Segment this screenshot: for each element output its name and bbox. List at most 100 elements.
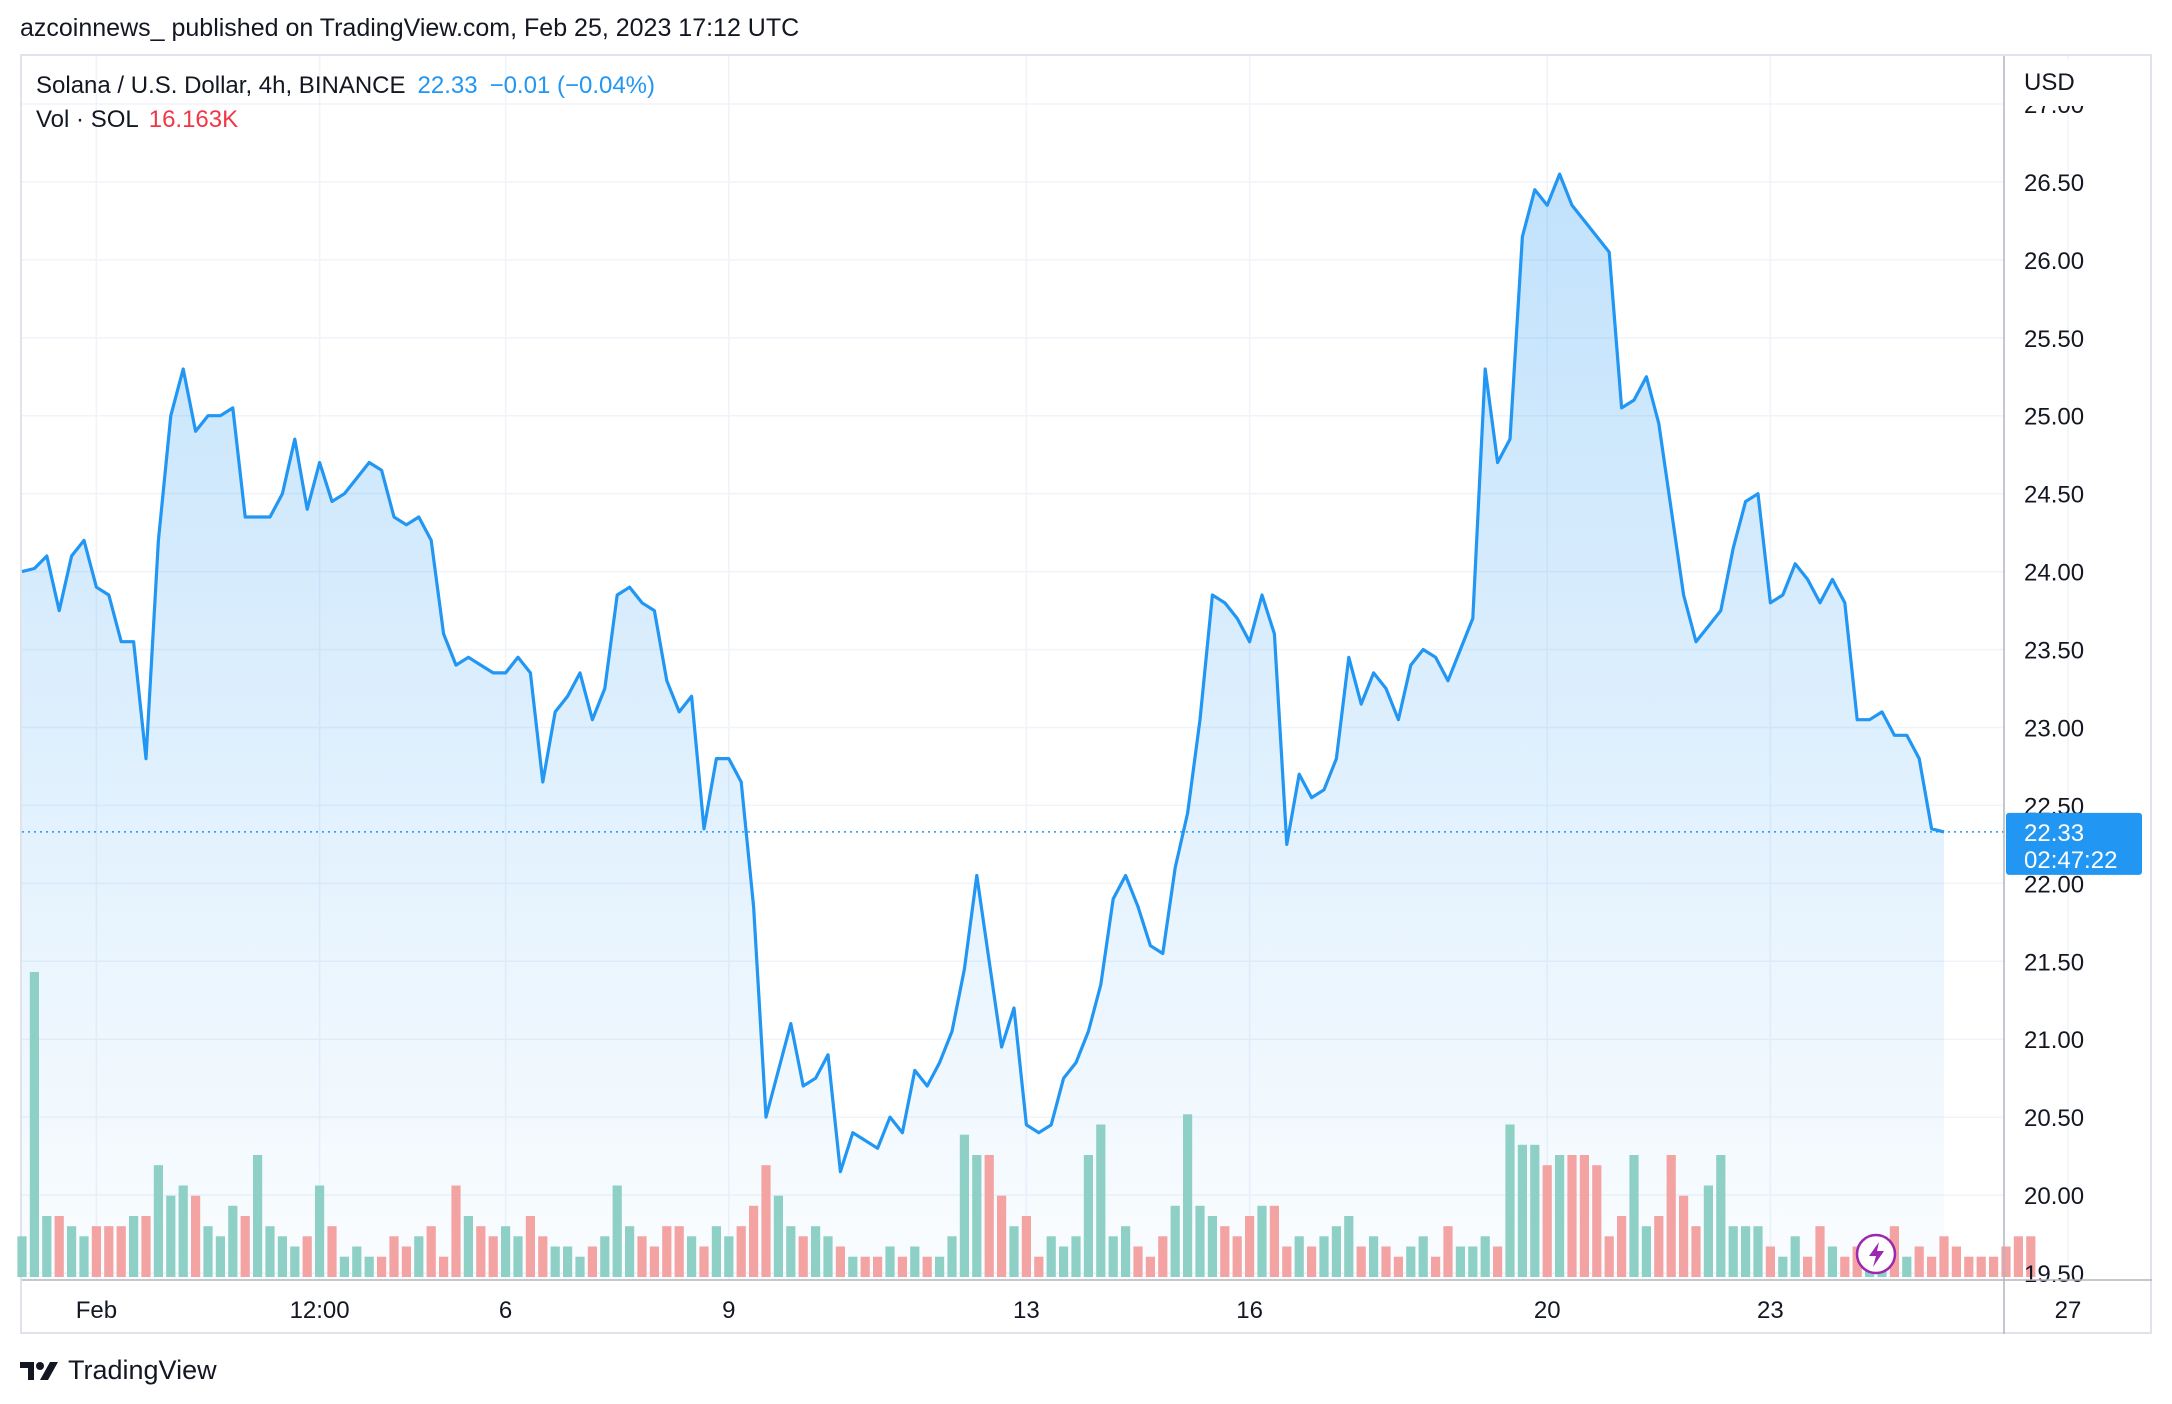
volume-bar: [253, 1155, 263, 1277]
volume-bar: [798, 1236, 808, 1277]
volume-bar: [1505, 1124, 1515, 1277]
volume-bar: [339, 1256, 349, 1277]
footer: TradingView: [20, 1355, 217, 1386]
y-tick-label: 23.00: [2024, 715, 2084, 742]
volume-bar: [885, 1246, 895, 1277]
tradingview-logo-icon[interactable]: [20, 1360, 60, 1382]
x-tick-label: 23: [1757, 1297, 1784, 1324]
volume-bar: [488, 1236, 498, 1277]
volume-bar: [1046, 1236, 1056, 1277]
volume-bar: [600, 1236, 610, 1277]
volume-bar: [1827, 1246, 1837, 1277]
volume-bar: [327, 1226, 337, 1277]
currency-backdrop: [2006, 60, 2150, 106]
last-price-tag: [2006, 812, 2142, 875]
footer-brand[interactable]: TradingView: [68, 1355, 217, 1385]
volume-bar: [1331, 1226, 1341, 1277]
y-tick-label: 25.50: [2024, 326, 2084, 353]
x-tick-label: Feb: [76, 1297, 117, 1324]
volume-bar: [1840, 1256, 1850, 1277]
volume-bar: [1641, 1226, 1651, 1277]
volume-bar: [389, 1236, 399, 1277]
volume-bar: [1939, 1236, 1949, 1277]
volume-bar: [736, 1226, 746, 1277]
y-tick-label: 26.00: [2024, 248, 2084, 275]
x-tick-label: 13: [1013, 1297, 1040, 1324]
volume-bar: [352, 1246, 362, 1277]
legend-volume-label[interactable]: Vol · SOL: [36, 106, 139, 133]
volume-bar: [935, 1256, 945, 1277]
volume-bar: [1666, 1155, 1676, 1277]
volume-bar: [1133, 1246, 1143, 1277]
volume-bar: [1319, 1236, 1329, 1277]
volume-bar: [1455, 1246, 1465, 1277]
x-tick-label: 9: [722, 1297, 735, 1324]
volume-bar: [401, 1246, 411, 1277]
volume-bar: [1108, 1236, 1118, 1277]
volume-bar: [1703, 1185, 1713, 1277]
y-tick-label: 26.50: [2024, 170, 2084, 197]
volume-bar: [1294, 1236, 1304, 1277]
volume-bar: [1815, 1226, 1825, 1277]
volume-bar: [1183, 1114, 1193, 1277]
y-tick-label: 20.00: [2024, 1183, 2084, 1210]
legend-change: −0.01 (−0.04%): [489, 72, 656, 99]
volume-bar: [476, 1226, 486, 1277]
y-tick-label: 24.50: [2024, 482, 2084, 509]
volume-bar: [1418, 1236, 1428, 1277]
volume-bar: [1741, 1226, 1751, 1277]
volume-bar: [922, 1256, 932, 1277]
volume-bar: [637, 1236, 647, 1277]
volume-bar: [116, 1226, 126, 1277]
volume-bar: [17, 1236, 27, 1277]
volume-bar: [1654, 1216, 1664, 1277]
volume-bar: [1964, 1256, 1974, 1277]
volume-bar: [749, 1205, 759, 1277]
last-price-tag-value: 22.33: [2024, 820, 2084, 847]
volume-bar: [2013, 1236, 2023, 1277]
publisher-line: azcoinnews_ published on TradingView.com…: [20, 14, 800, 42]
volume-bar: [1617, 1216, 1627, 1277]
volume-bar: [811, 1226, 821, 1277]
volume-bar: [1344, 1216, 1354, 1277]
x-tick-label: 16: [1236, 1297, 1263, 1324]
volume-bar: [513, 1236, 523, 1277]
volume-bar: [1021, 1216, 1031, 1277]
volume-bar: [835, 1246, 845, 1277]
y-tick-label: 22.00: [2024, 871, 2084, 898]
volume-bar: [277, 1236, 287, 1277]
y-tick-label: 21.50: [2024, 949, 2084, 976]
volume-bar: [1207, 1216, 1217, 1277]
volume-bar: [1170, 1205, 1180, 1277]
volume-bar: [463, 1216, 473, 1277]
price-area: [22, 174, 1944, 1281]
volume-bar: [1356, 1246, 1366, 1277]
price-line: [21, 172, 2004, 1174]
volume-bar: [1555, 1155, 1565, 1277]
volume-bar: [1976, 1256, 1986, 1277]
volume-bar: [1629, 1155, 1639, 1277]
volume-bar: [1257, 1205, 1267, 1277]
volume-bar: [1728, 1226, 1738, 1277]
y-tick-label: 21.00: [2024, 1027, 2084, 1054]
volume-bar: [984, 1155, 994, 1277]
lightning-icon[interactable]: [1855, 1233, 1897, 1275]
volume-bar: [1679, 1195, 1689, 1277]
volume-bar: [67, 1226, 77, 1277]
volume-bar: [612, 1185, 622, 1277]
volume-bar: [1034, 1256, 1044, 1277]
x-tick-label: 12:00: [290, 1297, 350, 1324]
volume-bar: [1195, 1205, 1205, 1277]
volume-bar: [910, 1246, 920, 1277]
volume-bar: [897, 1256, 907, 1277]
volume-bar: [1145, 1256, 1155, 1277]
legend-symbol[interactable]: Solana / U.S. Dollar, 4h, BINANCE: [36, 72, 406, 99]
volume-bar: [501, 1226, 511, 1277]
volume-bar: [1592, 1165, 1602, 1277]
volume-bar: [1307, 1246, 1317, 1277]
volume-bar: [265, 1226, 275, 1277]
volume-bar: [563, 1246, 573, 1277]
legend-volume-value: 16.163K: [148, 106, 239, 133]
